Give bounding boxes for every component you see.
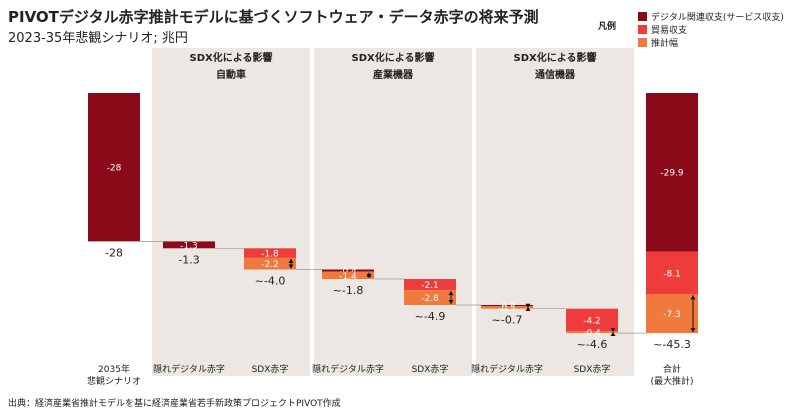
- panel-header-2: SDX化による影響: [352, 51, 435, 64]
- bar-1-segment-1: [88, 93, 140, 242]
- legend-label-trade: 貿易収支: [651, 26, 688, 36]
- legend-swatch-range: [638, 38, 647, 47]
- panel-header-1: SDX化による影響: [190, 51, 273, 64]
- bar-4-segment-1: [322, 269, 374, 272]
- bar-7-segment-1-label: -4.2: [583, 316, 601, 326]
- bar-4-segment-2-label: -1.4: [339, 272, 357, 282]
- bar-1-total-label: -28: [105, 246, 123, 259]
- legend-label-digital: デジタル関連収支(サービス収支): [651, 13, 784, 23]
- bar-4-range-arrow-down: [366, 274, 372, 279]
- bar-2-total-label: -1.3: [178, 253, 199, 266]
- bar-7-range-arrow-down: [610, 328, 616, 333]
- bar-4-segment-2: [322, 271, 374, 280]
- bar-3-range-arrow-down: [288, 264, 294, 269]
- bar-6-total-label: ~-0.7: [492, 314, 523, 327]
- category-label-7: SDX赤字: [574, 363, 611, 375]
- bar-8-segment-3-label: -7.3: [663, 310, 681, 320]
- bar-5-segment-1: [404, 279, 456, 291]
- category-label-8-line2: (最大推計): [650, 375, 693, 387]
- category-label-5: SDX赤字: [412, 363, 449, 375]
- source-note: 出典：経済産業省推計モデルを基に経済産業省若手新政策プロジェクトPIVOT作成: [8, 399, 341, 409]
- chart-subtitle: 2023-35年悲観シナリオ; 兆円: [8, 31, 188, 46]
- bar-6-range-arrow-up: [525, 307, 531, 312]
- bar-5-segment-1-label: -2.1: [421, 281, 439, 291]
- panel-background-2: [314, 48, 472, 376]
- bar-7-segment-1: [566, 308, 618, 331]
- panel-header-3: SDX化による影響: [514, 51, 597, 64]
- legend-item-range: 推計幅: [638, 36, 784, 49]
- bar-7-total-label: ~-4.6: [577, 338, 608, 351]
- legend-swatch-trade: [638, 25, 647, 34]
- panel-subheader-1: 自動車: [216, 68, 246, 81]
- bar-8-range-arrow-up: [690, 295, 696, 300]
- bar-7-segment-2-label: -0.4: [583, 329, 601, 339]
- bar-8-segment-1: [646, 93, 698, 252]
- category-label-1: 2035年: [98, 363, 130, 375]
- bar-6-segment-1: [481, 305, 533, 307]
- bar-3-range-arrow-up: [288, 258, 294, 263]
- bar-2-segment-1: [163, 241, 215, 249]
- category-label-6: 隠れデジタル赤字: [471, 363, 543, 375]
- bar-6-range-arrow-down: [525, 303, 531, 308]
- legend: デジタル関連収支(サービス収支) 貿易収支 推計幅: [638, 10, 784, 49]
- bar-8-segment-2: [646, 251, 698, 295]
- legend-swatch-digital: [638, 12, 647, 21]
- bar-2-segment-1-label: -1.3: [180, 241, 198, 251]
- bar-5-segment-2: [404, 290, 456, 305]
- bar-5-total-label: ~-4.9: [415, 310, 446, 323]
- bar-5-range-arrow-down: [448, 300, 454, 304]
- panel-background-1: [152, 48, 310, 376]
- bar-8-segment-2-label: -8.1: [663, 269, 681, 279]
- bar-3-segment-2-label: -2.2: [261, 260, 279, 270]
- category-label-1-line2: 悲観シナリオ: [87, 375, 141, 387]
- chart-title: PIVOTデジタル赤字推計モデルに基づくソフトウェア・データ赤字の将来予測: [8, 8, 539, 26]
- panel-subheader-2: 産業機器: [373, 68, 414, 81]
- bar-3-total-label: ~-4.0: [255, 274, 286, 287]
- bar-7-segment-2: [566, 330, 618, 334]
- bar-7-range-arrow-up: [610, 331, 616, 336]
- bar-3-segment-1: [244, 248, 296, 258]
- bar-8-range-arrow-down: [690, 328, 696, 333]
- bar-1-segment-1-label: -28: [107, 164, 122, 174]
- bar-6-segment-2-label: -0.5: [498, 304, 516, 314]
- bar-8-segment-1-label: -29.9: [660, 169, 684, 179]
- bar-3-segment-1-label: -1.8: [261, 250, 279, 260]
- bar-4-total-label: ~-1.8: [333, 284, 364, 297]
- category-label-8: 合計: [663, 363, 681, 375]
- category-label-3: SDX赤字: [252, 363, 289, 375]
- category-label-2: 隠れデジタル赤字: [153, 363, 225, 375]
- legend-label-range: 推計幅: [651, 39, 679, 49]
- bar-5-segment-2-label: -2.8: [421, 294, 439, 304]
- bar-8-total-label: ~-45.3: [653, 338, 691, 351]
- bar-5-range-arrow-up: [448, 291, 454, 296]
- panel-subheader-3: 通信機器: [535, 68, 576, 81]
- bar-3-segment-2: [244, 257, 296, 270]
- legend-item-trade: 貿易収支: [638, 23, 784, 36]
- legend-title: 凡例: [598, 22, 617, 32]
- category-label-4: 隠れデジタル赤字: [312, 363, 384, 375]
- bar-8-segment-3: [646, 294, 698, 334]
- legend-item-digital: デジタル関連収支(サービス収支): [638, 10, 784, 23]
- bar-6-segment-2: [481, 306, 533, 309]
